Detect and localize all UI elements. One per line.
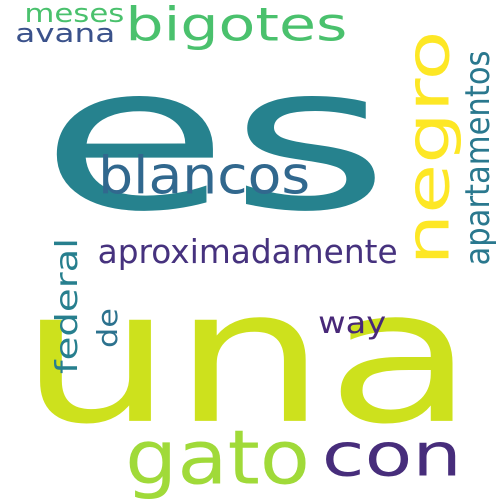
word-apartamentos: apartamentos bbox=[456, 50, 497, 266]
word-de: de bbox=[90, 308, 124, 348]
word-aproximadamente: aproximadamente bbox=[98, 232, 399, 271]
word-bigotes: bigotes bbox=[125, 0, 347, 52]
word-avana: avana bbox=[15, 17, 115, 49]
word-gato: gato bbox=[125, 413, 310, 500]
word-con: con bbox=[321, 419, 462, 490]
word-meses: meses bbox=[24, 0, 125, 29]
word-negro: negro bbox=[392, 29, 463, 265]
word-federal: federal bbox=[49, 238, 85, 374]
word-blancos: blancos bbox=[98, 145, 310, 207]
word-way: way bbox=[318, 305, 386, 341]
word-una: una bbox=[19, 248, 475, 465]
word-es: es bbox=[40, 22, 390, 256]
